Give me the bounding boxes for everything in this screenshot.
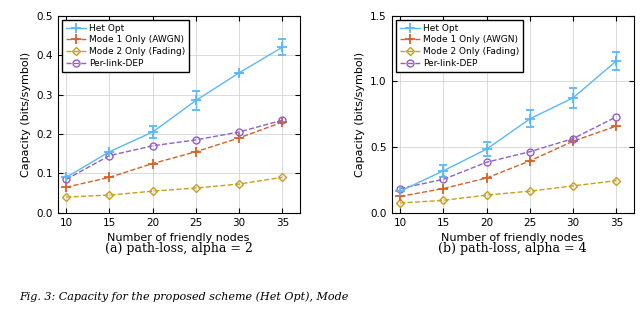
X-axis label: Number of friendly nodes: Number of friendly nodes <box>442 233 584 243</box>
Text: (a) path-loss, alpha = 2: (a) path-loss, alpha = 2 <box>105 242 253 255</box>
Y-axis label: Capacity (bits/symbol): Capacity (bits/symbol) <box>20 52 31 177</box>
Y-axis label: Capacity (bits/symbol): Capacity (bits/symbol) <box>355 52 365 177</box>
X-axis label: Number of friendly nodes: Number of friendly nodes <box>108 233 250 243</box>
Legend: Het Opt, Mode 1 Only (AWGN), Mode 2 Only (Fading), Per-link-DEP: Het Opt, Mode 1 Only (AWGN), Mode 2 Only… <box>396 20 523 71</box>
Legend: Het Opt, Mode 1 Only (AWGN), Mode 2 Only (Fading), Per-link-DEP: Het Opt, Mode 1 Only (AWGN), Mode 2 Only… <box>62 20 189 71</box>
Text: (b) path-loss, alpha = 4: (b) path-loss, alpha = 4 <box>438 242 587 255</box>
Text: Fig. 3: Capacity for the proposed scheme (Het Opt), Mode: Fig. 3: Capacity for the proposed scheme… <box>19 292 349 302</box>
